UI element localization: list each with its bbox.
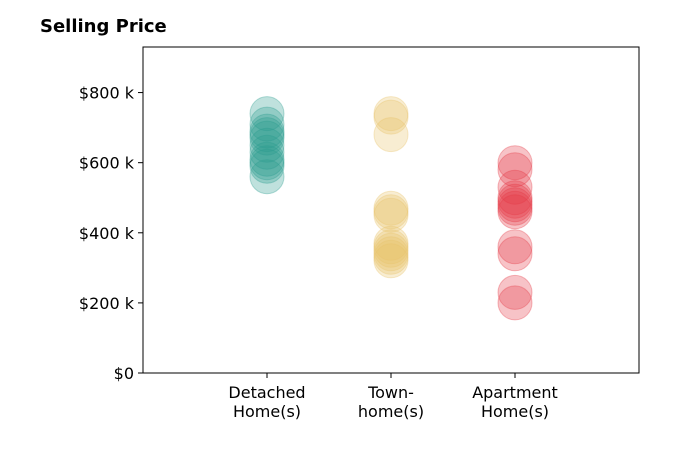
y-tick-label: $400 k	[79, 224, 135, 243]
data-point	[497, 183, 533, 219]
data-point	[497, 229, 533, 265]
data-point	[373, 194, 409, 230]
data-point	[373, 243, 409, 279]
y-tick-label: $600 k	[79, 154, 135, 173]
data-point	[249, 117, 285, 153]
data-point	[373, 229, 409, 265]
data-point	[497, 236, 533, 272]
data-point	[497, 285, 533, 321]
data-points	[249, 96, 533, 321]
data-point	[373, 190, 409, 226]
data-point	[373, 117, 409, 153]
data-point	[249, 141, 285, 177]
y-axis: $0 $200 k $400 k $600 k $800 k	[79, 84, 143, 383]
data-point	[249, 96, 285, 132]
y-tick-label: $0	[114, 364, 134, 383]
data-point	[497, 169, 533, 205]
data-point	[373, 99, 409, 135]
x-axis: Detached Home(s) Town-home(s) Apartment Home…	[228, 373, 558, 421]
data-point	[249, 113, 285, 149]
data-point	[497, 190, 533, 226]
x-tick-label: Apartment Home(s)	[472, 383, 558, 421]
data-point	[249, 120, 285, 156]
data-point	[249, 127, 285, 163]
data-point	[497, 152, 533, 188]
data-point	[249, 106, 285, 142]
data-point	[497, 187, 533, 223]
data-point	[249, 148, 285, 184]
data-point	[497, 274, 533, 310]
data-point	[373, 232, 409, 268]
y-tick-label: $800 k	[79, 84, 135, 103]
data-point	[373, 197, 409, 233]
data-point	[497, 180, 533, 216]
data-point	[373, 225, 409, 261]
y-tick-label: $200 k	[79, 294, 135, 313]
data-point	[497, 194, 533, 230]
data-point	[249, 159, 285, 195]
data-point	[373, 96, 409, 132]
x-tick-label: Detached Home(s)	[228, 383, 305, 421]
x-tick-label: Town-home(s)	[358, 383, 424, 421]
data-point	[373, 239, 409, 275]
data-point	[497, 145, 533, 181]
data-point	[249, 134, 285, 170]
chart-title: Selling Price	[40, 16, 167, 37]
data-point	[373, 236, 409, 272]
data-point	[249, 145, 285, 181]
